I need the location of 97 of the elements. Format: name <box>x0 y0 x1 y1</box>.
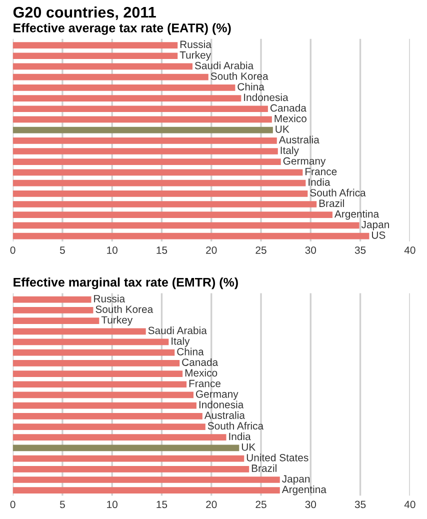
y-tick-label: UK <box>276 126 290 133</box>
x-tick-label: 20 <box>206 500 217 508</box>
bar <box>12 212 332 218</box>
y-tick-label: Saudi Arabia <box>148 326 207 334</box>
bar <box>12 424 206 430</box>
y-tick-label: UK <box>242 443 256 451</box>
y-tick-label: Turkey <box>180 51 212 61</box>
bar <box>12 296 92 303</box>
x-tick-label: 0 <box>10 246 16 254</box>
x-tick-label: 25 <box>256 246 266 254</box>
y-tick-label: Brazil <box>319 199 344 208</box>
x-tick-label: 30 <box>305 246 316 254</box>
bar <box>12 201 317 208</box>
y-tick-label: South Korea <box>96 305 154 313</box>
bar <box>12 169 303 176</box>
chart-subtitle: Effective average tax rate (EATR) (%) <box>14 23 231 35</box>
bar <box>12 158 281 166</box>
y-tick-label: Canada <box>182 358 218 366</box>
x-tick-label: 20 <box>206 246 217 254</box>
y-tick-label: Japan <box>282 475 310 485</box>
x-tick-label: 5 <box>60 500 65 508</box>
y-tick-label: Indonesia <box>244 93 288 102</box>
bar <box>12 126 273 134</box>
bar <box>12 222 360 229</box>
x-tick-label: 40 <box>404 246 416 254</box>
x-tick-label: 40 <box>404 500 416 508</box>
y-tick-label: India <box>229 432 251 440</box>
y-tick-label: India <box>308 178 330 186</box>
y-tick-label: US <box>372 231 386 239</box>
y-tick-label: Germany <box>196 390 238 400</box>
bar <box>12 180 306 186</box>
y-tick-label: United States <box>246 454 308 462</box>
y-tick-label: Indonesia <box>199 400 244 408</box>
y-tick-label: Russia <box>180 40 212 48</box>
y-tick-label: Australia <box>278 136 320 144</box>
y-tick-label: France <box>306 168 337 176</box>
y-tick-label: France <box>189 380 220 388</box>
bar <box>12 63 192 70</box>
x-tick-label: 30 <box>305 500 316 508</box>
bar <box>12 412 202 420</box>
x-tick-label: 5 <box>60 246 65 254</box>
bar <box>12 370 183 377</box>
y-tick-label: Brazil <box>252 464 276 472</box>
bar <box>12 338 169 346</box>
bar <box>12 52 178 60</box>
x-tick-label: 15 <box>156 246 168 254</box>
y-tick-label: China <box>238 82 264 90</box>
y-tick-label: China <box>177 348 204 356</box>
bar <box>12 444 240 452</box>
y-tick-label: Mexico <box>274 114 306 122</box>
y-tick-label: Germany <box>283 157 326 167</box>
bar <box>12 318 100 324</box>
y-tick-label: South Africa <box>310 188 366 196</box>
bar <box>12 392 194 398</box>
bar <box>12 381 187 388</box>
x-tick-label: 15 <box>156 500 168 508</box>
bar <box>12 307 94 314</box>
bar <box>12 74 208 80</box>
x-tick-label: 0 <box>10 500 16 508</box>
bar <box>12 360 180 366</box>
y-tick-label: Argentina <box>334 210 380 220</box>
y-tick-label: Mexico <box>185 368 218 377</box>
y-tick-label: Australia <box>204 411 245 419</box>
chart-subtitle: Effective marginal tax rate (EMTR) (%) <box>14 277 238 290</box>
bar <box>12 95 242 102</box>
x-tick-label: 35 <box>354 246 366 254</box>
bar <box>12 455 244 462</box>
bar <box>12 232 370 240</box>
x-tick-label: 10 <box>107 246 118 254</box>
chart-title: G20 countries, 2011 <box>13 6 156 20</box>
x-tick-label: 10 <box>107 500 118 508</box>
bar <box>12 328 146 335</box>
bar <box>12 190 308 197</box>
bar <box>12 42 178 48</box>
bar <box>12 487 280 494</box>
bar <box>12 106 268 112</box>
bar <box>12 349 175 356</box>
bar <box>12 434 226 441</box>
bar <box>12 402 196 409</box>
bar <box>12 137 277 144</box>
bar <box>12 476 280 483</box>
y-tick-label: South Africa <box>208 422 264 430</box>
y-tick-label: Argentina <box>282 485 326 496</box>
y-tick-label: Russia <box>94 294 126 302</box>
bar <box>12 84 236 91</box>
y-tick-label: Italy <box>172 337 190 347</box>
x-tick-label: 25 <box>256 500 266 508</box>
y-tick-label: South Korea <box>210 72 268 80</box>
y-tick-label: Italy <box>280 146 299 156</box>
y-tick-label: Saudi Arabia <box>194 62 254 70</box>
bar <box>12 148 278 154</box>
y-tick-label: Japan <box>361 220 389 230</box>
bar <box>12 116 272 123</box>
x-tick-label: 35 <box>354 500 366 508</box>
bar <box>12 466 250 472</box>
y-tick-label: Turkey <box>101 316 133 326</box>
y-tick-label: Canada <box>270 104 306 112</box>
